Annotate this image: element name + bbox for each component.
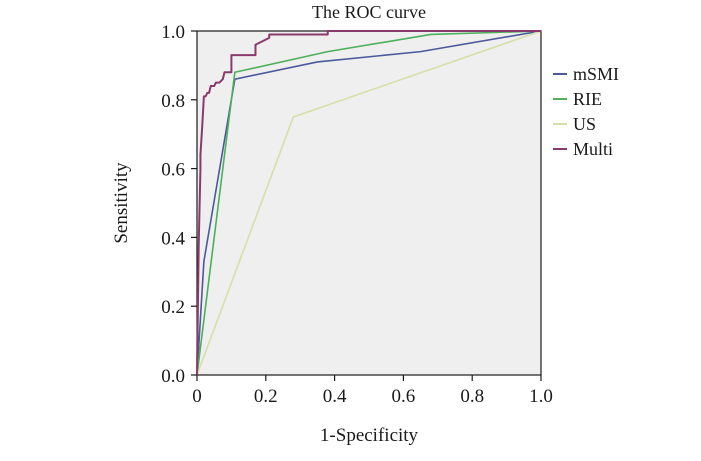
legend-label-multi: Multi [573, 139, 613, 159]
x-tick-label: 0.2 [254, 386, 278, 407]
x-tick-label: 0.6 [392, 386, 416, 407]
axis-layer: 0 0.2 0.4 0.6 0.8 1.0 0.0 0.2 0.4 0.6 0.8 1.0 [161, 22, 553, 407]
y-tick-label: 0.8 [161, 91, 185, 112]
series-line-msmi [196, 30, 542, 376]
x-tick-label: 0.4 [323, 386, 347, 407]
y-tick-label: 0.0 [161, 366, 185, 387]
legend-label-msmi: mSMI [573, 64, 619, 84]
y-tick-label: 0.4 [161, 228, 185, 249]
series-line-rie [196, 30, 542, 376]
y-tick-label: 0.6 [161, 160, 185, 181]
y-axis-title: Sensitivity [111, 162, 132, 244]
y-tick-label: 1.0 [161, 22, 185, 43]
series-line-multi [196, 30, 541, 376]
y-tick-label: 0.2 [161, 297, 185, 318]
chart-title: The ROC curve [312, 2, 426, 22]
x-tick-label: 0 [192, 386, 202, 407]
plot-area [196, 30, 542, 376]
legend-label-rie: RIE [573, 89, 602, 109]
x-axis-title: 1-Specificity [320, 425, 419, 446]
legend-label-us: US [573, 114, 596, 134]
legend: mSMI RIE US Multi [553, 64, 619, 159]
series-line-us [196, 30, 542, 376]
series-layer [196, 30, 542, 376]
x-tick-label: 1.0 [529, 386, 553, 407]
x-tick-label: 0.8 [460, 386, 484, 407]
